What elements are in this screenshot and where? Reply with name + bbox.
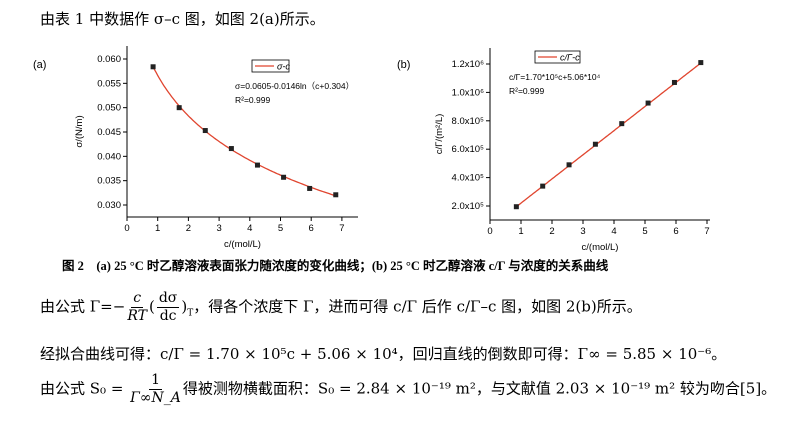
line3-suffix: 得被测物横截面积：S₀ = 2.84 × 10⁻¹⁹ m²，与文献值 2.03 …: [182, 379, 777, 398]
y-tick-label: 2.0x10⁵: [452, 201, 485, 212]
line1-suffix: ，得各个浓度下 Γ，进而可得 c/Γ 后作 c/Γ–c 图，如图 2(b)所示。: [193, 297, 642, 316]
data-point: [307, 185, 313, 191]
x-tick-label: 0: [124, 223, 129, 234]
panel-label: (a): [33, 59, 46, 71]
panel-label: (b): [397, 59, 410, 71]
s0-fraction: 1 Γ∞N_A: [130, 372, 181, 407]
data-point: [619, 121, 625, 127]
data-point: [698, 60, 704, 66]
y-axis-label: σ/(N/m): [74, 115, 85, 147]
frac-num: 1: [149, 372, 162, 390]
body-line-3: 由公式 S₀ = 1 Γ∞N_A 得被测物横截面积：S₀ = 2.84 × 10⁻¹…: [40, 372, 776, 407]
data-point: [202, 128, 208, 134]
x-tick-label: 1: [518, 226, 523, 237]
chart-b: (b) 0 1 2 3 4 5 6 7 2.0x10⁵ 4.0x10⁵ 6.0x10⁵ 8.0x10⁵ 1…: [397, 48, 710, 253]
x-axis-label: c/(mol/L): [224, 239, 261, 250]
chart-a: (a) 0 1 2 3 4 5 6 7 0.030 0.035 0.040 0.045 0.050 0.05…: [33, 46, 358, 250]
x-tick-label: 1: [155, 223, 160, 234]
x-tick-label: 7: [704, 226, 709, 237]
data-point: [254, 162, 260, 168]
x-tick-label: 6: [673, 226, 678, 237]
deriv-num: dσ: [156, 290, 180, 308]
x-axis-label: c/(mol/L): [582, 242, 619, 253]
y-tick-label: 1.2x10⁶: [452, 59, 485, 70]
frac-num: c: [131, 290, 144, 308]
x-tick-label: 3: [216, 223, 221, 234]
figure-caption: 图 2 (a) 25 °C 时乙醇溶液表面张力随浓度的变化曲线；(b) 25 °…: [62, 259, 609, 273]
body-line-2: 经拟合曲线可得：c/Γ = 1.70 × 10⁵c + 5.06 × 10⁴，回…: [40, 345, 727, 363]
data-point: [566, 162, 572, 168]
fit-curve: [152, 66, 336, 197]
data-point: [150, 64, 156, 70]
y-tick-label: 6.0x10⁵: [452, 144, 485, 155]
x-tick-label: 2: [549, 226, 554, 237]
data-point: [281, 174, 287, 180]
x-tick-label: 7: [339, 223, 344, 234]
data-point: [333, 192, 339, 198]
y-tick-label: 0.060: [97, 54, 121, 65]
x-tick-label: 5: [278, 223, 283, 234]
y-tick-label: 8.0x10⁵: [452, 116, 485, 127]
x-tick-label: 5: [642, 226, 647, 237]
y-tick-label: 0.050: [97, 103, 121, 114]
data-point: [592, 141, 598, 147]
data-point: [645, 100, 651, 106]
line1-prefix: 由公式 Γ=−: [40, 297, 126, 316]
data-point: [513, 204, 519, 210]
x-tick-label: 4: [247, 223, 252, 234]
y-axis-label: c/Γ/(m²/L): [434, 114, 445, 155]
data-point: [671, 79, 677, 85]
y-tick-label: 0.035: [97, 176, 121, 187]
y-tick-label: 1.0x10⁶: [452, 87, 485, 98]
legend-label: c/Γ-c: [560, 53, 580, 63]
r-squared: R²=0.999: [509, 86, 544, 96]
frac-den: Γ∞N_A: [130, 390, 181, 406]
x-tick-label: 3: [580, 226, 585, 237]
fit-equation: c/Γ=1.70*10⁵c+5.06*10⁴: [509, 72, 601, 82]
data-point: [176, 105, 182, 111]
legend-label: σ-c: [277, 62, 290, 72]
intro-line: 由表 1 中数据作 σ–c 图，如图 2(a)所示。: [40, 10, 325, 28]
x-tick-label: 2: [186, 223, 191, 234]
x-tick-label: 4: [611, 226, 616, 237]
y-tick-label: 0.030: [97, 200, 121, 211]
r-squared: R²=0.999: [235, 95, 270, 105]
c-over-rt-fraction: c RT: [127, 290, 147, 325]
y-tick-label: 4.0x10⁵: [452, 173, 485, 184]
fit-equation: σ=0.0605-0.0146ln（c+0.304）: [235, 81, 354, 91]
y-tick-label: 0.040: [97, 151, 121, 162]
deriv-den: dc: [159, 308, 177, 324]
derivative-fraction: dσ dc: [156, 290, 180, 325]
frac-den: RT: [127, 308, 147, 324]
body-line-1: 由公式 Γ=− c RT(dσ dc)T，得各个浓度下 Γ，进而可得 c/Γ 后作 c…: [40, 290, 642, 325]
data-point: [540, 183, 546, 189]
y-tick-label: 0.045: [97, 127, 121, 138]
y-tick-label: 0.055: [97, 78, 121, 89]
figure-2: (a) 0 1 2 3 4 5 6 7 0.030 0.035 0.040 0.045 0.050 0.05…: [33, 46, 710, 253]
subscript-t: T: [187, 308, 194, 319]
x-tick-label: 6: [309, 223, 314, 234]
line3-prefix: 由公式 S₀ =: [40, 379, 129, 398]
fit-curve: [515, 62, 702, 208]
data-point: [228, 146, 234, 152]
legend-box: [534, 50, 581, 64]
x-tick-label: 0: [487, 226, 492, 237]
